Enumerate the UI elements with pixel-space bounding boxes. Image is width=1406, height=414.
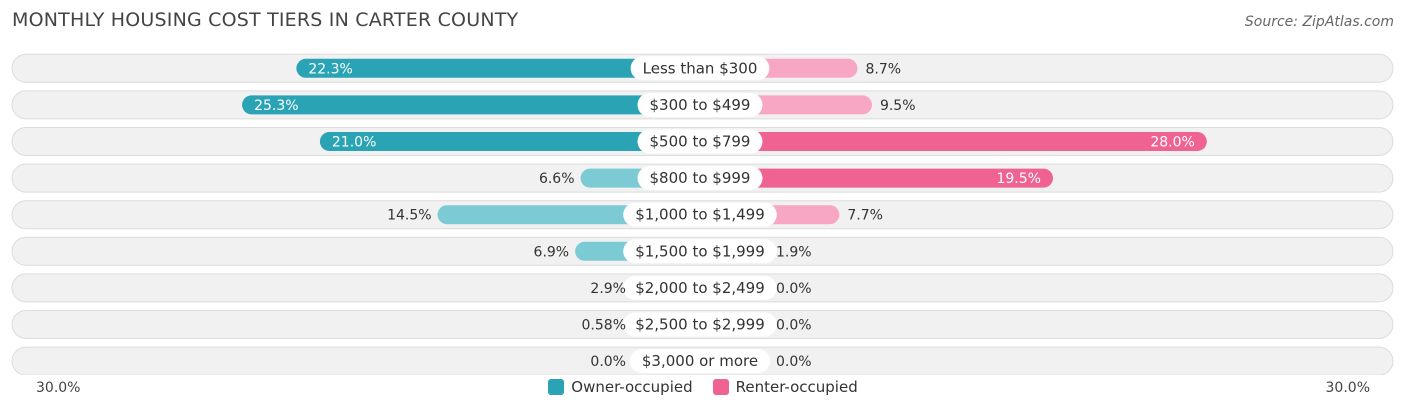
renter-value-label: 8.7%: [865, 61, 901, 77]
category-label: $800 to $999: [650, 169, 751, 187]
category-label: $1,500 to $1,999: [635, 242, 765, 260]
owner-value-label: 6.6%: [539, 171, 575, 187]
owner-value-label: 14.5%: [387, 208, 431, 224]
chart-canvas: Less than $300 22.3% 8.7% $300 to $499 25.3%…: [11, 53, 1394, 375]
owner-value-label: 25.3%: [254, 98, 298, 114]
category-label-pill: [623, 275, 777, 300]
legend-owner-label: Owner-occupied: [571, 378, 693, 396]
legend: Owner-occupied Renter-occupied: [0, 378, 1406, 396]
renter-value-label: 1.9%: [776, 244, 812, 260]
owner-value-label: 0.58%: [582, 318, 626, 334]
owner-value-label: 21.0%: [332, 135, 376, 151]
category-label: $300 to $499: [650, 96, 751, 114]
renter-value-label: 0.0%: [776, 318, 812, 334]
renter-value-label: 7.7%: [847, 208, 883, 224]
renter-bar: [700, 168, 1053, 188]
renter-bar: [700, 132, 1207, 151]
owner-bar: [319, 132, 700, 151]
category-label: $3,000 or more: [642, 352, 758, 370]
category-label-pill: [637, 166, 763, 191]
owner-value-label: 0.0%: [590, 354, 626, 370]
category-label: Less than $300: [643, 59, 758, 77]
owner-swatch: [548, 379, 565, 395]
axis-left-label: 30.0%: [36, 380, 81, 396]
category-label-pill: [637, 129, 763, 154]
renter-value-label: 28.0%: [1150, 135, 1194, 151]
owner-bar: [296, 58, 700, 78]
category-label: $1,000 to $1,499: [635, 206, 765, 224]
renter-swatch: [712, 379, 729, 395]
category-label-pill: [623, 239, 777, 264]
category-label-pill: [623, 202, 777, 227]
source-label: Source: ZipAtlas.com: [1244, 14, 1394, 30]
category-label-pill: [637, 92, 763, 117]
renter-value-label: 0.0%: [776, 354, 812, 370]
chart-title: MONTHLY HOUSING COST TIERS IN CARTER COU…: [12, 9, 519, 31]
owner-value-label: 22.3%: [308, 61, 352, 77]
legend-renter-label: Renter-occupied: [735, 378, 858, 396]
renter-value-label: 19.5%: [996, 171, 1040, 187]
axis-right-label: 30.0%: [1325, 380, 1370, 396]
owner-value-label: 2.9%: [590, 281, 626, 297]
category-label-pill: [623, 312, 777, 337]
category-label-pill: [630, 56, 770, 81]
legend-renter: Renter-occupied: [712, 378, 858, 396]
category-label-pill: [629, 349, 771, 374]
renter-value-label: 0.0%: [776, 281, 812, 297]
category-label: $2,000 to $2,499: [635, 279, 765, 297]
owner-bar: [242, 95, 700, 115]
renter-value-label: 9.5%: [880, 98, 916, 114]
category-label: $2,500 to $2,999: [635, 316, 765, 334]
category-label: $500 to $799: [650, 133, 751, 151]
legend-owner: Owner-occupied: [548, 378, 693, 396]
owner-value-label: 6.9%: [534, 244, 570, 260]
